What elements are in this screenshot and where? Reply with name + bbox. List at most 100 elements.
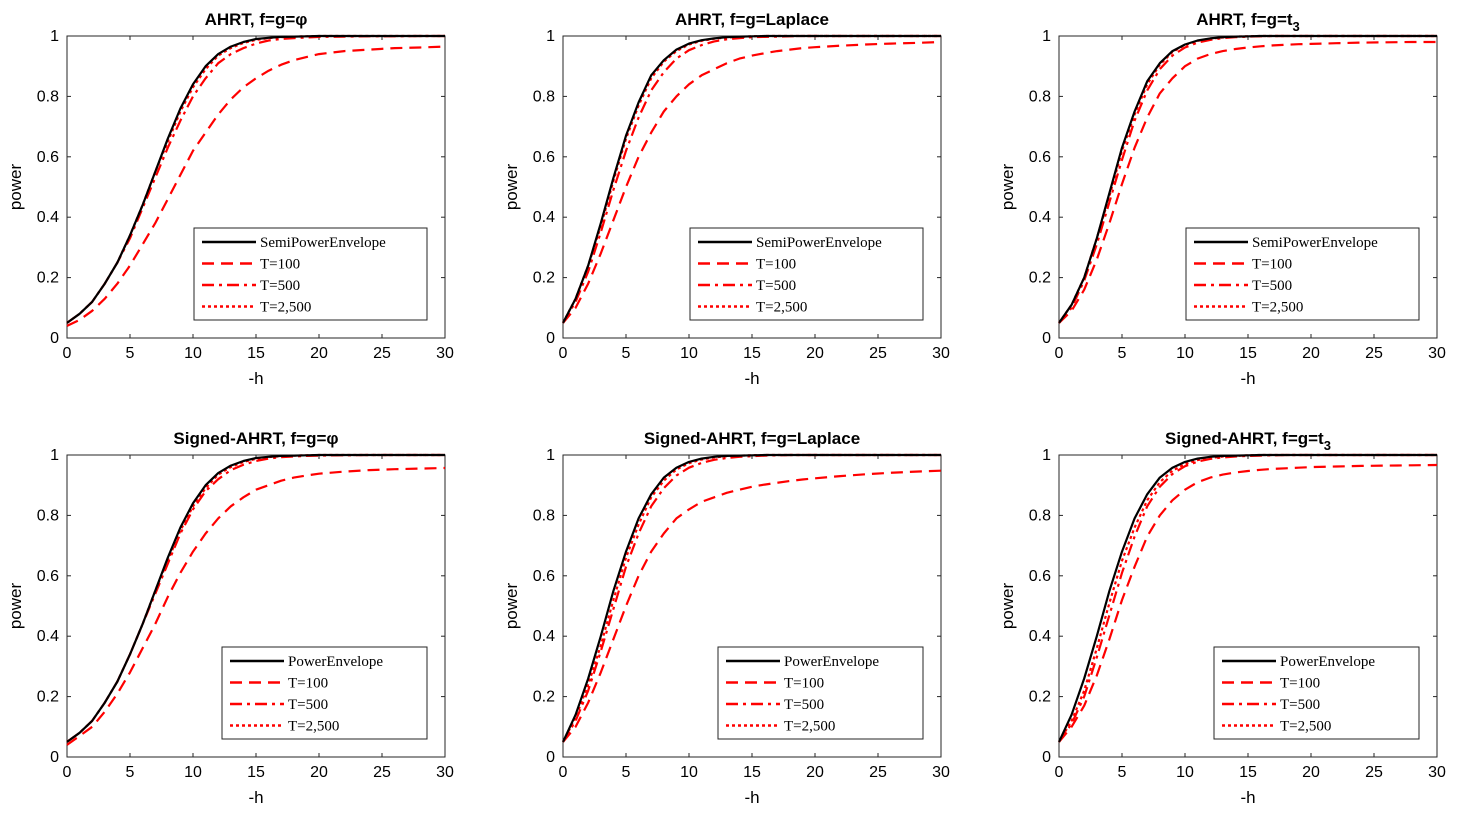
y-tick-label: 0.8: [533, 507, 555, 524]
chart-panel-5: 0 5 10 15 20 25 30 0 0.2 0.4 0.6 0.8 1 Signed-AHRT, f…: [502, 429, 950, 807]
x-tick-label: 15: [1239, 764, 1257, 781]
y-tick-label: 1: [546, 447, 555, 464]
legend: SemiPowerEnvelope T=100 T=500 T=2,500: [1185, 227, 1420, 321]
series-line-1: [66, 34, 445, 324]
legend-entry: T=100: [756, 257, 796, 273]
legend-box: [1213, 646, 1420, 740]
series-line-2: [66, 45, 446, 327]
x-tick-label: 20: [310, 764, 328, 781]
y-axis-label: power: [998, 164, 1017, 211]
legend-entry: T=2,500: [756, 300, 807, 316]
chart-title: AHRT, f=g=t3: [1196, 10, 1300, 34]
x-tick-label: 30: [932, 345, 950, 362]
series-line-1: [1058, 34, 1437, 324]
legend-entry: PowerEnvelope: [1280, 654, 1375, 670]
y-tick-label: 1: [546, 28, 555, 45]
y-tick-label: 0.8: [37, 507, 59, 524]
x-tick-label: 25: [373, 764, 391, 781]
x-tick-label: 5: [1118, 345, 1127, 362]
legend-entry: PowerEnvelope: [784, 654, 879, 670]
y-axis-label: power: [6, 164, 25, 211]
y-axis-label: power: [502, 164, 521, 211]
legend-entry: T=500: [288, 697, 328, 713]
legend: SemiPowerEnvelope T=100 T=500 T=2,500: [689, 227, 924, 321]
chart-title: Signed-AHRT, f=g=φ: [173, 429, 338, 448]
legend-entry: T=500: [756, 278, 796, 294]
x-tick-label: 0: [559, 345, 568, 362]
x-tick-label: 15: [247, 345, 265, 362]
x-tick-label: 20: [1302, 345, 1320, 362]
legend-entry: T=100: [1280, 676, 1320, 692]
legend-entry: T=2,500: [288, 719, 339, 735]
x-tick-label: 10: [680, 345, 698, 362]
y-tick-label: 0.8: [37, 88, 59, 105]
legend: SemiPowerEnvelope T=100 T=500 T=2,500: [193, 227, 428, 321]
y-tick-label: 0.2: [1029, 270, 1051, 287]
legend-entry: PowerEnvelope: [288, 654, 383, 670]
series-line-1: [1058, 453, 1437, 743]
legend-entry: T=500: [260, 278, 300, 294]
series-line-1: [66, 453, 445, 743]
y-tick-label: 0: [1042, 330, 1051, 347]
x-tick-label: 15: [247, 764, 265, 781]
legend-entry: T=500: [784, 697, 824, 713]
legend-entry: T=2,500: [1280, 719, 1331, 735]
x-tick-label: 25: [869, 345, 887, 362]
y-tick-label: 0.4: [533, 209, 555, 226]
legend-entry: T=500: [1280, 697, 1320, 713]
x-tick-label: 5: [622, 345, 631, 362]
y-tick-label: 0.4: [1029, 209, 1051, 226]
chart-panel-2: 0 5 10 15 20 25 30 0 0.2 0.4 0.6 0.8 1 AHRT, f=g=Lapl…: [502, 10, 950, 388]
x-tick-label: 10: [184, 345, 202, 362]
y-tick-label: 1: [50, 447, 59, 464]
y-tick-label: 0.4: [1029, 628, 1051, 645]
chart-title: Signed-AHRT, f=g=Laplace: [644, 429, 860, 448]
y-tick-label: 0: [50, 749, 59, 766]
series-line-2: [1058, 463, 1438, 743]
legend-entry: T=100: [288, 676, 328, 692]
legend: PowerEnvelope T=100 T=500 T=2,500: [221, 646, 428, 740]
y-tick-label: 0.6: [37, 149, 59, 166]
chart-panel-1: 0 5 10 15 20 25 30 0 0.2 0.4 0.6 0.8 1 AHRT, f=g=φ -h p…: [6, 10, 454, 388]
x-tick-label: 0: [63, 345, 72, 362]
x-tick-label: 5: [1118, 764, 1127, 781]
x-tick-label: 20: [806, 345, 824, 362]
series-line-2: [66, 466, 446, 746]
legend-entry: SemiPowerEnvelope: [260, 235, 386, 251]
legend-entry: T=100: [260, 257, 300, 273]
x-tick-label: 20: [1302, 764, 1320, 781]
x-axis-label: -h: [248, 369, 263, 388]
x-tick-label: 20: [310, 345, 328, 362]
x-tick-label: 30: [436, 764, 454, 781]
x-axis-label: -h: [248, 788, 263, 807]
y-tick-label: 1: [1042, 28, 1051, 45]
y-tick-label: 0.6: [1029, 568, 1051, 585]
y-axis-label: power: [502, 583, 521, 630]
y-tick-label: 0: [546, 749, 555, 766]
chart-title: Signed-AHRT, f=g=t3: [1165, 429, 1331, 453]
y-tick-label: 0.8: [1029, 88, 1051, 105]
legend-entry: SemiPowerEnvelope: [756, 235, 882, 251]
x-tick-label: 25: [373, 345, 391, 362]
x-tick-label: 5: [622, 764, 631, 781]
legend-entry: T=2,500: [1252, 300, 1303, 316]
x-tick-label: 0: [559, 764, 568, 781]
series-line-2: [562, 40, 942, 324]
y-axis-label: power: [6, 583, 25, 630]
legend-entry: T=2,500: [784, 719, 835, 735]
legend-box: [221, 646, 428, 740]
x-tick-label: 10: [184, 764, 202, 781]
y-tick-label: 0.6: [533, 149, 555, 166]
legend-entry: SemiPowerEnvelope: [1252, 235, 1378, 251]
y-tick-label: 0: [50, 330, 59, 347]
y-tick-label: 0.2: [37, 270, 59, 287]
series-line-2: [562, 469, 942, 743]
chart-title: AHRT, f=g=φ: [205, 10, 308, 29]
x-tick-label: 5: [126, 764, 135, 781]
y-tick-label: 0: [1042, 749, 1051, 766]
y-tick-label: 0.2: [37, 689, 59, 706]
y-tick-label: 0.4: [533, 628, 555, 645]
y-tick-label: 0.2: [533, 689, 555, 706]
y-tick-label: 0: [546, 330, 555, 347]
